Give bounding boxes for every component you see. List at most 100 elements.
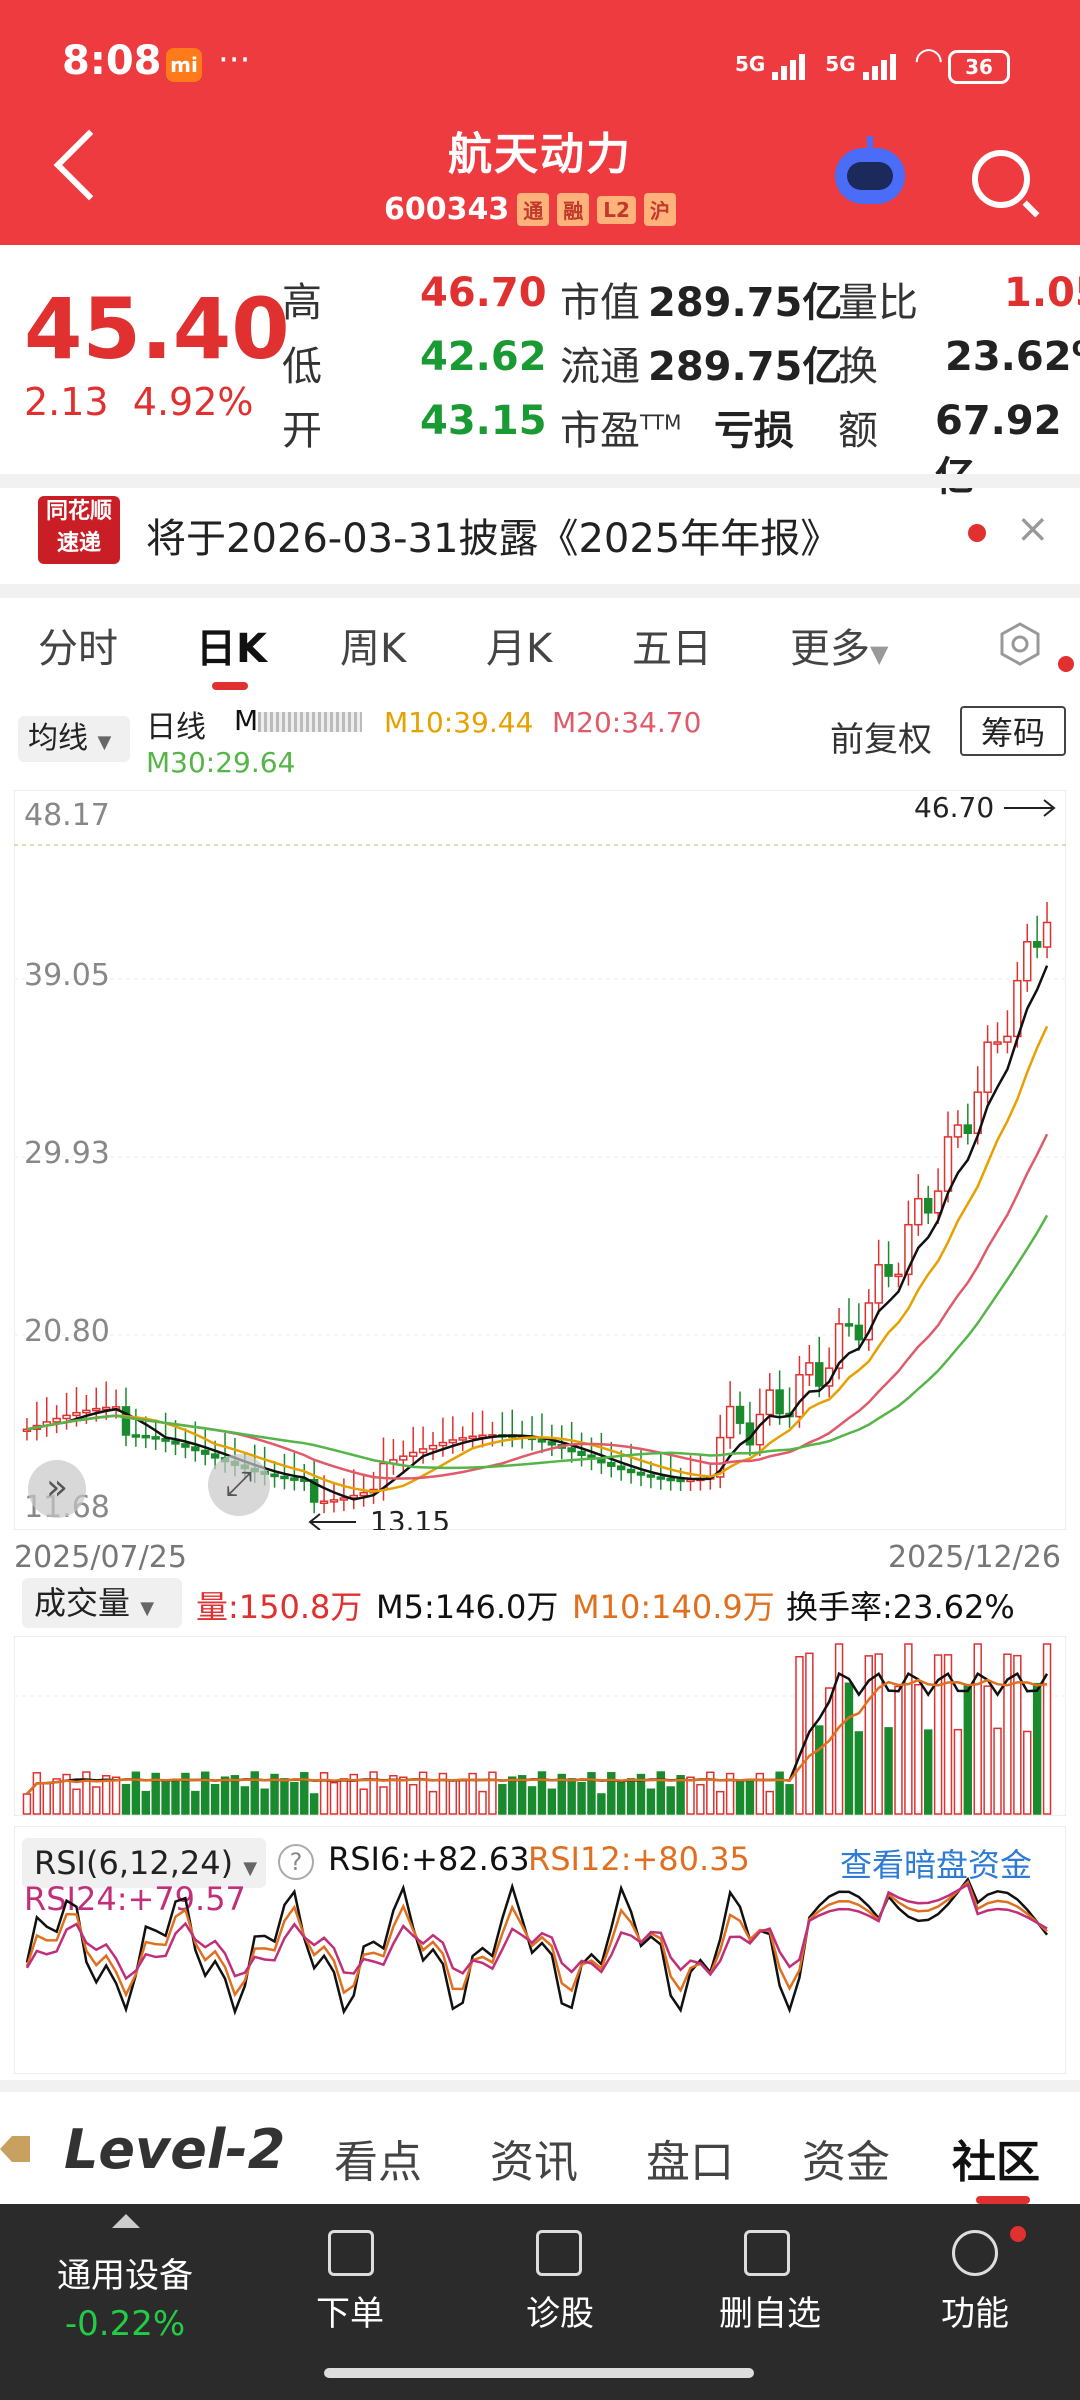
candle	[923, 1185, 933, 1224]
candle	[329, 1482, 339, 1513]
volume-m5: M5:146.0万	[376, 1588, 559, 1626]
rsi-indicator-select[interactable]: RSI(6,12,24) ▼	[22, 1838, 266, 1888]
candle	[181, 1428, 190, 1459]
volume-bar	[607, 1772, 616, 1815]
candle	[795, 1355, 804, 1428]
tab-more[interactable]: 更多▼	[790, 616, 888, 674]
ytick-1: 48.17	[24, 798, 110, 833]
candle	[270, 1461, 279, 1488]
rsi-chart[interactable]	[14, 1826, 1066, 2074]
candle	[468, 1412, 477, 1450]
volume-bar	[52, 1778, 61, 1815]
change-amount: 2.13	[24, 380, 109, 424]
volume-bar	[874, 1653, 883, 1815]
fullscreen-icon[interactable]: ⤢	[208, 1454, 270, 1516]
tab-five-day[interactable]: 五日	[632, 626, 712, 672]
tab-monthly-k[interactable]: 月K	[486, 626, 553, 672]
float-label: 流通	[560, 344, 640, 390]
volume-indicator-select[interactable]: 成交量 ▼	[22, 1578, 182, 1628]
chouma-button[interactable]: 筹码	[960, 706, 1066, 756]
tag-l2[interactable]: L2	[597, 195, 636, 224]
volume-bar	[230, 1775, 240, 1815]
close-icon[interactable]: ×	[1016, 506, 1050, 552]
candle	[656, 1452, 666, 1490]
notification-dot-2	[1010, 2226, 1026, 2242]
candle	[716, 1414, 725, 1489]
diagnose-icon[interactable]	[536, 2230, 582, 2276]
help-icon[interactable]: ?	[278, 1844, 314, 1880]
ma-select-dropdown[interactable]: 均线 ▼	[18, 716, 130, 762]
candle	[448, 1416, 458, 1454]
more-notifications-icon: ···	[218, 40, 251, 80]
function-button[interactable]: 功能	[941, 2294, 1009, 2334]
volume-bar	[101, 1775, 111, 1815]
high-value: 46.70	[420, 270, 547, 316]
tab-community[interactable]: 社区	[952, 2137, 1040, 2188]
volume-bar	[210, 1784, 220, 1815]
news-logo-bottom: 速递	[56, 531, 101, 556]
ma5-masked: M	[234, 704, 362, 737]
tab-weekly-k[interactable]: 周K	[340, 626, 407, 672]
volume-bar	[121, 1784, 131, 1815]
volume-bar	[478, 1790, 487, 1815]
settings-hex-icon[interactable]	[998, 622, 1042, 666]
news-headline[interactable]: 将于2026-03-31披露《2025年年报》	[146, 516, 841, 562]
candle	[1042, 901, 1052, 959]
order-icon[interactable]	[328, 2230, 374, 2276]
candle	[92, 1387, 101, 1422]
candle	[111, 1389, 121, 1419]
pe-label[interactable]: 市盈TTM	[560, 398, 681, 456]
candle	[884, 1241, 893, 1288]
ma30-line	[26, 1214, 1049, 1470]
sector-index-name[interactable]: 通用设备	[57, 2256, 193, 2296]
tab-level2[interactable]: Level-2	[64, 2118, 286, 2181]
tab-intraday[interactable]: 分时	[38, 626, 118, 672]
period-label: 日线	[146, 710, 206, 745]
candle	[933, 1168, 943, 1224]
volume-bar	[508, 1776, 517, 1815]
expand-arrows-icon[interactable]: »	[28, 1460, 86, 1518]
tab-kandian[interactable]: 看点	[334, 2137, 422, 2188]
menu-icon[interactable]	[952, 2230, 998, 2276]
home-indicator[interactable]	[324, 2368, 754, 2378]
dark-pool-link[interactable]: 查看暗盘资金	[840, 1846, 1033, 1884]
remove-watchlist-icon[interactable]	[744, 2230, 790, 2276]
rsi12-value: RSI12:+80.35	[528, 1840, 750, 1878]
volume-bar	[1032, 1682, 1042, 1815]
pe-label-text: 市盈	[560, 408, 640, 454]
volume-bar	[1042, 1643, 1052, 1815]
candle	[567, 1421, 576, 1463]
end-date: 2025/12/26	[888, 1540, 1061, 1575]
tab-news[interactable]: 资讯	[490, 2137, 578, 2188]
tab-funds[interactable]: 资金	[802, 2137, 890, 2188]
fuquan-toggle[interactable]: 前复权	[830, 720, 932, 760]
tab-daily-k[interactable]: 日K	[196, 626, 267, 672]
section-divider	[0, 474, 1080, 488]
news-logo: 同花顺 速递	[38, 496, 120, 564]
candle	[280, 1453, 289, 1490]
candle	[62, 1392, 71, 1430]
search-icon[interactable]	[972, 150, 1030, 208]
tab-orderbook[interactable]: 盘口	[646, 2137, 734, 2188]
kline-chart[interactable]: 46.70 13.15	[14, 790, 1066, 1530]
volume-bar	[42, 1781, 51, 1815]
volume-bar	[993, 1727, 1002, 1815]
diagnose-button[interactable]: 诊股	[526, 2294, 594, 2334]
remove-watchlist-button[interactable]: 删自选	[719, 2294, 821, 2334]
candle	[1023, 923, 1032, 992]
ma10-line	[26, 1025, 1049, 1493]
ai-assistant-robot-icon[interactable]	[835, 136, 905, 204]
volume-bar	[329, 1781, 339, 1815]
volume-bar	[686, 1776, 695, 1815]
order-button[interactable]: 下单	[316, 2294, 384, 2334]
masked-region	[258, 712, 362, 732]
candle	[854, 1303, 864, 1351]
tag-rong[interactable]: 融	[557, 193, 590, 226]
low-value: 42.62	[420, 334, 547, 380]
chevron-up-icon[interactable]	[112, 2214, 140, 2228]
volume-chart[interactable]	[14, 1636, 1066, 1816]
volume-bar	[309, 1793, 319, 1815]
candle	[1032, 915, 1042, 959]
turnover-label: 换	[838, 344, 878, 390]
network-5g-label: 5G	[735, 52, 766, 76]
